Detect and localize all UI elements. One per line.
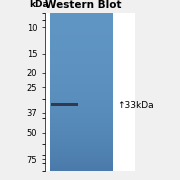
Text: Western Blot: Western Blot <box>45 0 122 10</box>
Text: ↑33kDa: ↑33kDa <box>117 101 154 110</box>
Bar <box>51 103 78 106</box>
Text: kDa: kDa <box>29 0 48 9</box>
